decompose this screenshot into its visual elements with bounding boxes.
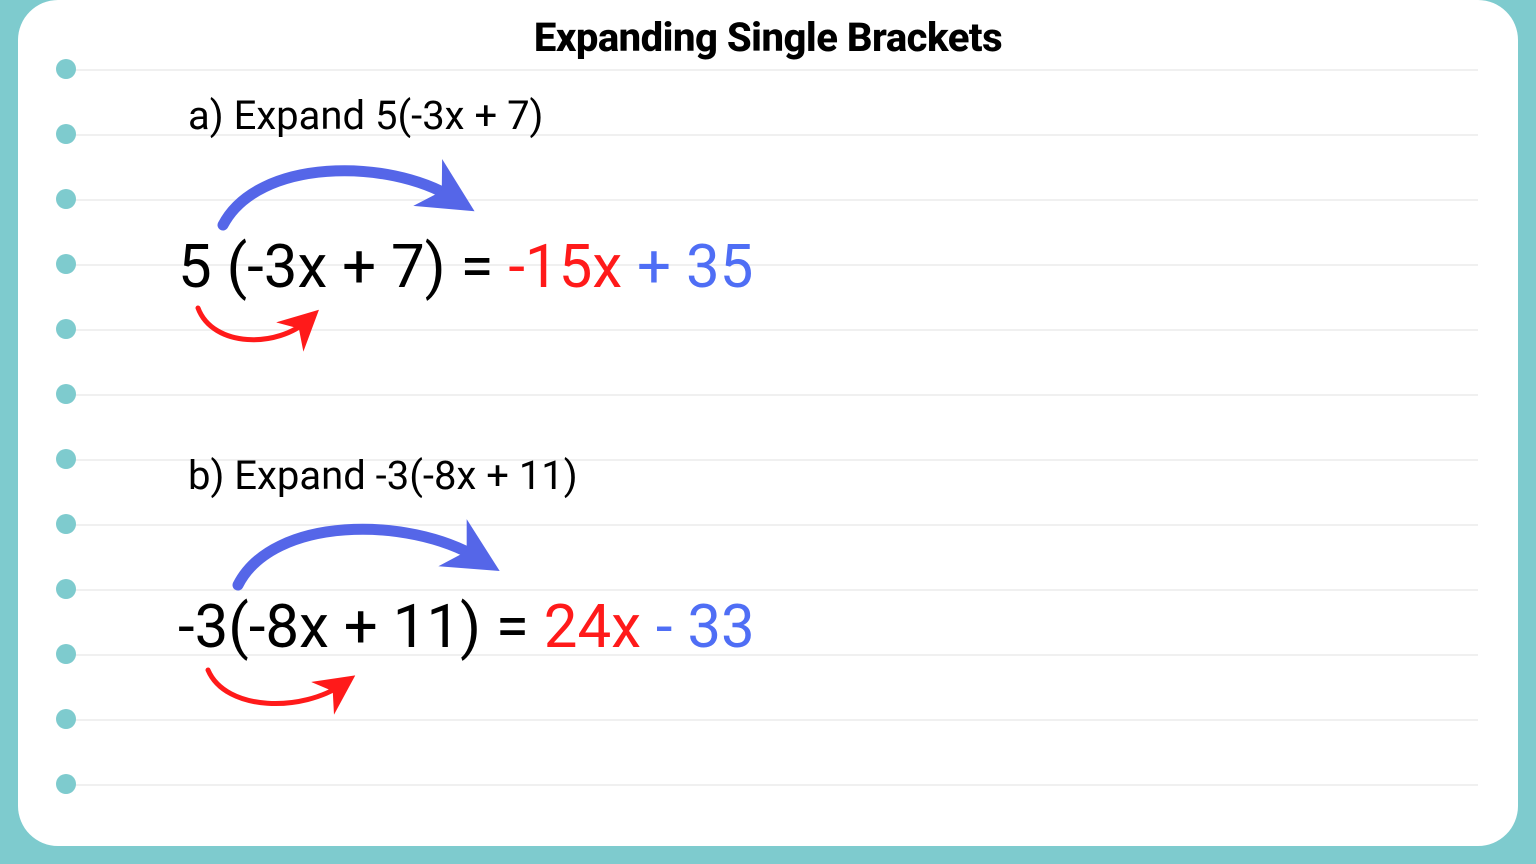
problem-a-equation: 5 (-3x + 7) = -15x + 35 — [178, 231, 753, 302]
eq-a-op: + — [622, 231, 686, 302]
problem-a-prompt: a) Expand 5(-3x + 7) — [188, 92, 543, 139]
eq-a-term1: -15x — [508, 231, 622, 302]
problem-b-prompt: b) Expand -3(-8x + 11) — [188, 452, 578, 499]
page-title: Expanding Single Brackets — [18, 14, 1518, 61]
eq-b-term2: 33 — [687, 591, 754, 662]
eq-a-term2: 35 — [686, 231, 753, 302]
problem-b-equation: -3(-8x + 11) = 24x - 33 — [178, 591, 755, 662]
eq-a-left: 5 (-3x + 7) = — [178, 231, 508, 302]
eq-b-term1: 24x — [544, 591, 641, 662]
notebook-paper: Expanding Single Brackets a) Expand 5(-3… — [18, 0, 1518, 846]
eq-b-op: - — [641, 591, 687, 662]
eq-b-left: -3(-8x + 11) = — [178, 591, 544, 662]
